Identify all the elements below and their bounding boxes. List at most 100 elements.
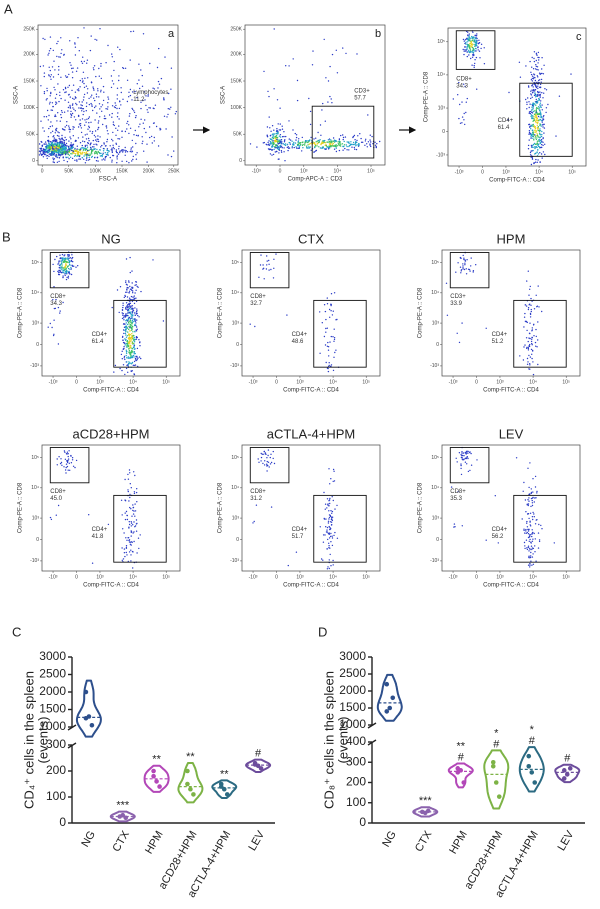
event-dot bbox=[61, 142, 63, 144]
event-dot bbox=[60, 268, 62, 270]
event-dot bbox=[527, 85, 530, 87]
event-dot bbox=[327, 346, 330, 348]
event-dot bbox=[133, 540, 135, 543]
event-dot bbox=[324, 503, 327, 505]
event-dot bbox=[48, 143, 50, 145]
violin bbox=[483, 749, 510, 810]
event-dot bbox=[76, 104, 78, 106]
event-dot bbox=[127, 335, 129, 337]
x-tick-label: 0 bbox=[475, 574, 478, 580]
event-dot bbox=[534, 68, 537, 70]
event-dot bbox=[268, 144, 271, 146]
event-dot bbox=[545, 111, 547, 114]
event-dot bbox=[319, 526, 321, 528]
event-dot bbox=[534, 127, 536, 129]
event-dot bbox=[133, 510, 135, 512]
event-dot bbox=[531, 112, 534, 114]
event-dot bbox=[515, 457, 518, 459]
event-dot bbox=[72, 67, 74, 69]
panel-label: B bbox=[2, 229, 11, 244]
event-dot bbox=[64, 99, 66, 101]
event-dot bbox=[354, 143, 356, 146]
event-dot bbox=[70, 153, 72, 155]
event-dot bbox=[531, 338, 533, 340]
event-dot bbox=[537, 363, 539, 366]
event-dot bbox=[355, 145, 357, 147]
event-dot bbox=[72, 143, 75, 145]
panel-label: C bbox=[12, 624, 21, 639]
event-dot bbox=[269, 456, 271, 459]
event-dot bbox=[338, 144, 340, 146]
event-dot bbox=[270, 461, 273, 464]
event-dot bbox=[531, 547, 534, 549]
event-dot bbox=[249, 323, 251, 325]
event-dot bbox=[529, 524, 531, 526]
event-dot bbox=[475, 35, 478, 37]
event-dot bbox=[535, 121, 537, 124]
event-dot bbox=[483, 63, 486, 65]
event-dot bbox=[125, 320, 127, 322]
y-axis-label: Comp-PE-A :: CD8 bbox=[218, 482, 224, 533]
data-point bbox=[224, 792, 230, 797]
plot-frame bbox=[241, 444, 381, 572]
event-dot bbox=[542, 73, 545, 75]
event-dot bbox=[134, 330, 136, 333]
x-tick-label: 10³ bbox=[502, 169, 510, 175]
event-dot bbox=[118, 145, 120, 148]
event-dot bbox=[93, 69, 95, 71]
event-dot bbox=[85, 138, 88, 140]
event-dot bbox=[533, 113, 536, 116]
event-dot bbox=[129, 288, 132, 290]
data-point bbox=[185, 768, 190, 774]
y-tick-label: 10⁵ bbox=[31, 455, 39, 461]
event-dot bbox=[128, 91, 130, 94]
event-dot bbox=[474, 59, 476, 61]
event-dot bbox=[453, 526, 455, 528]
event-dot bbox=[330, 335, 332, 338]
event-dot bbox=[286, 146, 288, 149]
gate bbox=[513, 494, 567, 563]
event-dot bbox=[63, 255, 65, 257]
y-tick-label: 100 bbox=[46, 789, 66, 803]
event-dot bbox=[527, 504, 529, 507]
event-dot bbox=[61, 265, 63, 267]
event-dot bbox=[537, 106, 540, 108]
event-dot bbox=[146, 161, 148, 163]
event-dot bbox=[121, 350, 123, 352]
event-dot bbox=[82, 149, 85, 151]
event-dot bbox=[320, 558, 323, 560]
event-dot bbox=[125, 306, 127, 309]
event-dot bbox=[544, 143, 546, 145]
y-axis-label: Comp-PE-A :: CD8 bbox=[18, 482, 24, 533]
event-dot bbox=[354, 148, 356, 150]
event-dot bbox=[313, 138, 315, 140]
event-dot bbox=[129, 271, 131, 274]
event-dot bbox=[532, 518, 534, 521]
event-dot bbox=[63, 148, 65, 151]
event-dot bbox=[534, 146, 536, 148]
event-dot bbox=[292, 58, 294, 60]
event-dot bbox=[530, 90, 532, 92]
event-dot bbox=[93, 143, 95, 146]
event-dot bbox=[270, 143, 272, 145]
event-dot bbox=[269, 141, 272, 143]
event-dot bbox=[271, 125, 274, 127]
event-dot bbox=[131, 139, 133, 142]
event-dot bbox=[122, 151, 124, 153]
event-dot bbox=[276, 150, 278, 153]
event-dot bbox=[340, 134, 342, 137]
event-dot bbox=[49, 36, 52, 38]
gate-label: CD8+ bbox=[50, 489, 66, 495]
event-dot bbox=[86, 149, 89, 152]
event-dot bbox=[333, 480, 336, 482]
event-dot bbox=[353, 146, 355, 149]
event-dot bbox=[58, 269, 60, 272]
event-dot bbox=[82, 56, 84, 58]
event-dot bbox=[42, 65, 45, 67]
event-dot bbox=[542, 137, 544, 140]
event-dot bbox=[529, 337, 531, 340]
plot-frame bbox=[41, 249, 181, 377]
event-dot bbox=[61, 257, 64, 259]
event-dot bbox=[53, 270, 55, 273]
event-dot bbox=[467, 450, 469, 453]
